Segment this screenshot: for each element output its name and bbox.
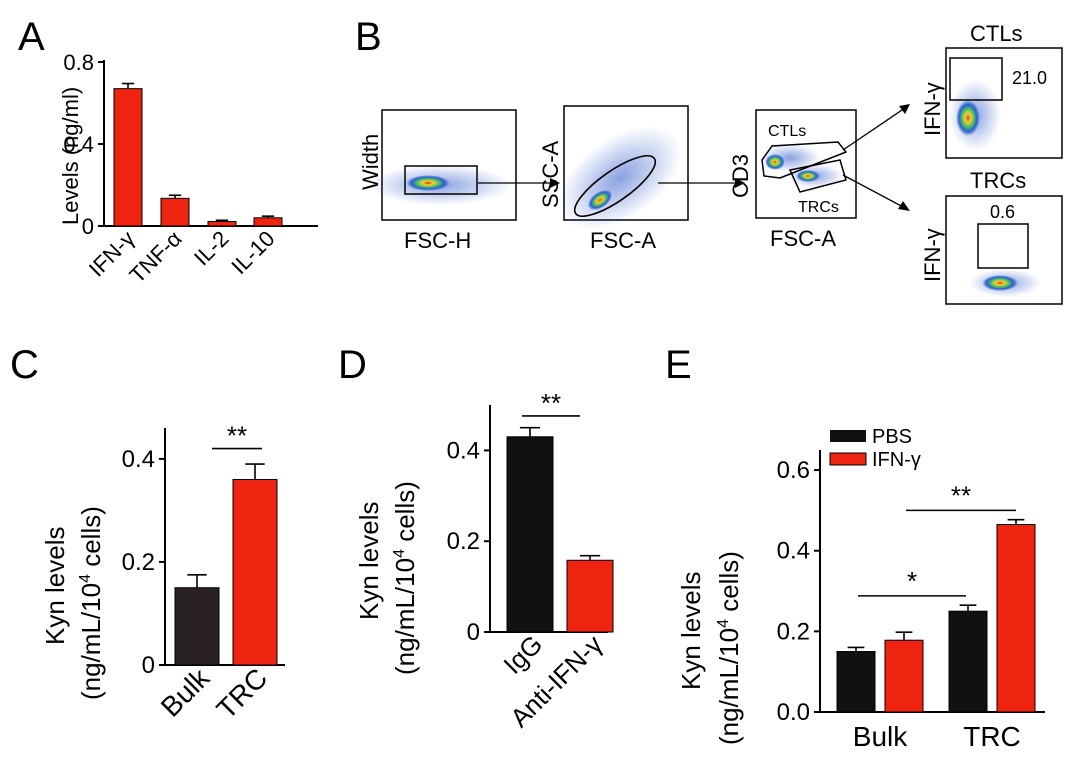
panel-a-ytick-label-1: 0.4 bbox=[63, 132, 94, 157]
panel-a-bar-2 bbox=[207, 220, 237, 227]
flow-plot-trcs-y-label: IFN-γ bbox=[920, 228, 945, 282]
panel-b-flow-plots: FSC-H Width FSC-A SSC-A CTLs TRCs F bbox=[358, 21, 1063, 305]
panel-e-bar-1-0 bbox=[948, 610, 988, 713]
flow-plot-ctls-title: CTLs bbox=[970, 21, 1023, 46]
panel-e-ytick-label-2: 0.4 bbox=[777, 538, 810, 565]
panel-c-category-1: TRC bbox=[211, 662, 274, 725]
panel-a-bar-1 bbox=[160, 197, 190, 227]
panel-e-ytick-label-3: 0.6 bbox=[777, 457, 810, 484]
legend-swatch-pbs bbox=[830, 430, 866, 442]
flow-plot-1-gate bbox=[404, 165, 478, 195]
flow-plot-2-y-label: SSC-A bbox=[538, 140, 563, 208]
arrowhead-2 bbox=[735, 178, 745, 188]
panel-e-ytick-label-1: 0.2 bbox=[777, 618, 810, 645]
arrowhead-3 bbox=[899, 104, 910, 114]
flow-plot-ctls-gate bbox=[949, 57, 1003, 101]
panel-label-a: A bbox=[18, 15, 45, 59]
panel-e-y-label-line2: (ng/mL/104 cells) bbox=[714, 551, 744, 745]
flow-plot-1: FSC-H Width bbox=[358, 109, 517, 253]
panel-d-ytick-label-0: 0 bbox=[467, 619, 480, 646]
flow-plot-1-x-label: FSC-H bbox=[404, 228, 471, 253]
flow-plot-2-x-label: FSC-A bbox=[590, 228, 656, 253]
panel-d-bar-0 bbox=[506, 436, 554, 633]
panel-c-bar-1 bbox=[232, 479, 278, 666]
flow-plot-3-x-label: FSC-A bbox=[770, 226, 836, 251]
panel-e-significance-label-0: * bbox=[907, 566, 917, 596]
panel-d-ytick-label-2: 0.4 bbox=[447, 437, 480, 464]
arrowhead-1 bbox=[550, 178, 560, 188]
panel-e-bar-1-1 bbox=[996, 524, 1036, 713]
flow-plot-3: CTLs TRCs FSC-A CD3 bbox=[728, 109, 857, 251]
legend-swatch-ifn bbox=[829, 452, 867, 466]
panel-a-category-2: IL-2 bbox=[189, 226, 233, 270]
panel-e-category-1: TRC bbox=[963, 721, 1021, 752]
flow-plot-ctls-gate-value: 21.0 bbox=[1012, 68, 1047, 88]
panel-c-category-0: Bulk bbox=[155, 662, 216, 723]
panel-a-category-1: TNF-α bbox=[124, 226, 186, 288]
flow-plot-trcs: TRCs 0.6 IFN-γ bbox=[920, 168, 1063, 305]
panel-c-ytick-label-2: 0.4 bbox=[122, 446, 155, 473]
panel-label-e: E bbox=[665, 343, 692, 387]
gate-ctls bbox=[761, 141, 848, 179]
panel-c-significance-label: ** bbox=[227, 421, 247, 451]
flow-plot-ctls: CTLs 21.0 IFN-γ bbox=[920, 21, 1063, 159]
panel-e-y-label-line1: Kyn levels bbox=[676, 572, 706, 691]
arrow-3 bbox=[842, 107, 906, 151]
panel-label-c: C bbox=[10, 343, 39, 387]
gate-trcs bbox=[788, 159, 847, 193]
panel-d-ytick-label-1: 0.2 bbox=[447, 528, 480, 555]
panel-a-bar-3 bbox=[253, 217, 283, 227]
panel-c-bar-0 bbox=[174, 587, 220, 666]
panel-d-y-label-line2: (ng/mL/104 cells) bbox=[390, 481, 420, 675]
panel-c-y-label-line1: Kyn levels bbox=[40, 527, 70, 646]
panel-e-category-0: Bulk bbox=[853, 721, 908, 752]
arrowhead-4 bbox=[898, 201, 910, 211]
flow-plot-trcs-gate-value: 0.6 bbox=[990, 202, 1015, 222]
panel-label-d: D bbox=[338, 343, 367, 387]
legend-label-ifn: IFN-γ bbox=[872, 449, 921, 471]
panel-d-significance-label: ** bbox=[541, 388, 561, 418]
gate-ctls-label: CTLs bbox=[768, 123, 806, 140]
arrow-4 bbox=[842, 174, 906, 209]
panel-c-ytick-label-0: 0 bbox=[142, 652, 155, 679]
flow-plot-3-y-label: CD3 bbox=[728, 154, 753, 198]
flow-plot-trcs-gate bbox=[977, 223, 1029, 269]
panel-e-legend: PBS IFN-γ bbox=[829, 426, 921, 471]
panel-e-significance-label-1: ** bbox=[951, 480, 971, 510]
panel-e-bar-0-1 bbox=[884, 639, 924, 713]
gate-trcs-label: TRCs bbox=[798, 199, 839, 216]
legend-label-pbs: PBS bbox=[872, 426, 912, 448]
panel-d-y-label-line1: Kyn levels bbox=[354, 502, 384, 621]
panel-c-y-label-line2: (ng/mL/104 cells) bbox=[76, 506, 106, 700]
panel-d-category-0: IgG bbox=[497, 629, 548, 680]
panel-e-bar-0-0 bbox=[836, 651, 876, 713]
panel-label-b: B bbox=[355, 15, 382, 59]
flow-plot-2-gate bbox=[573, 155, 657, 217]
panel-a-ytick-label-0: 0 bbox=[82, 214, 94, 239]
panel-d-bar-1 bbox=[566, 559, 614, 633]
flow-plot-ctls-y-label: IFN-γ bbox=[920, 82, 945, 136]
panel-c-ytick-label-1: 0.2 bbox=[122, 549, 155, 576]
flow-plot-trcs-title: TRCs bbox=[970, 168, 1026, 193]
panel-a-category-3: IL-10 bbox=[226, 226, 279, 279]
flow-plot-1-y-label: Width bbox=[358, 134, 383, 190]
panel-a-y-label: Levels (ng/ml) bbox=[58, 87, 83, 225]
panel-a-bar-0 bbox=[113, 88, 143, 227]
panel-e-ytick-label-0: 0.0 bbox=[777, 699, 810, 726]
flow-plot-2: FSC-A SSC-A bbox=[538, 105, 689, 253]
panel-a-ytick-label-2: 0.8 bbox=[63, 50, 94, 75]
panel-e-chart: 0.00.20.40.6 *** Bulk TRC PBS IFN-γ Kyn l… bbox=[676, 426, 1045, 752]
